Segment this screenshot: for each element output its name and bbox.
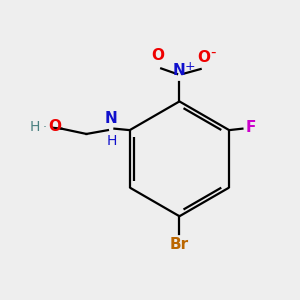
Text: O: O xyxy=(152,48,165,63)
Text: O: O xyxy=(197,50,210,64)
Text: N: N xyxy=(173,63,186,78)
Text: N: N xyxy=(105,111,118,126)
Text: H: H xyxy=(106,134,117,148)
Text: H: H xyxy=(29,120,40,134)
Text: Br: Br xyxy=(170,238,189,252)
Text: F: F xyxy=(245,120,256,135)
Text: O: O xyxy=(48,119,61,134)
Text: -: - xyxy=(210,45,216,60)
Text: ·: · xyxy=(42,121,46,134)
Text: +: + xyxy=(184,60,195,74)
